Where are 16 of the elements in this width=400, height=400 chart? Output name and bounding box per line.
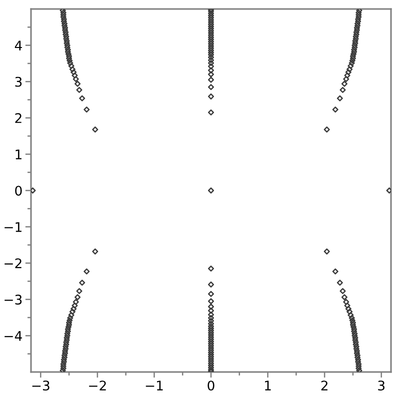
y-tick-label: 0	[15, 186, 22, 196]
x-tick-label: −2	[89, 380, 106, 390]
y-tick-label: −3	[4, 294, 22, 305]
y-tick-label: −2	[4, 258, 22, 268]
y-tick-label: 1	[16, 150, 22, 160]
y-tick-label: 4	[14, 40, 22, 50]
y-tick-label: 2	[15, 113, 22, 123]
x-tick-label: 1	[265, 380, 271, 390]
y-tick-label: 3	[15, 76, 22, 87]
y-tick-label: −1	[4, 222, 22, 232]
x-tick-label: −3	[32, 380, 50, 391]
x-tick-label: 3	[378, 380, 384, 391]
x-tick-label: 0	[208, 380, 214, 391]
x-tick-label: 2	[321, 380, 328, 390]
y-tick-label: −4	[4, 331, 22, 341]
x-tick-label: −1	[146, 380, 163, 390]
